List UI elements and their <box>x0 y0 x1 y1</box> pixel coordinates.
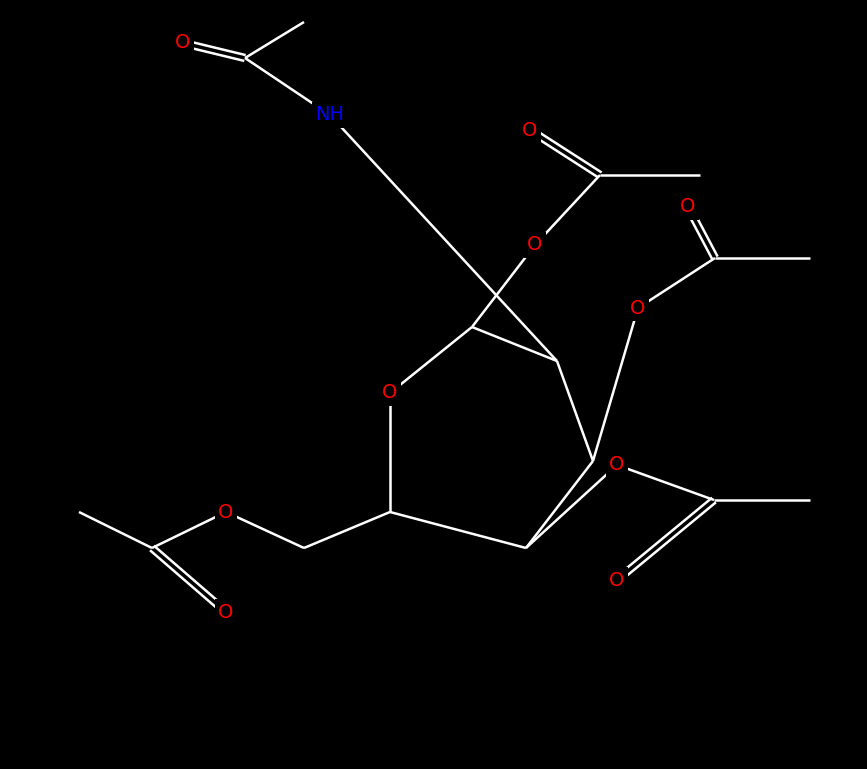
Text: O: O <box>522 121 538 139</box>
Text: O: O <box>610 455 625 474</box>
Text: O: O <box>218 502 234 521</box>
Text: O: O <box>218 602 234 621</box>
Text: O: O <box>630 298 646 318</box>
Text: NH: NH <box>316 105 344 125</box>
Text: O: O <box>527 235 543 255</box>
Text: O: O <box>681 198 695 217</box>
Text: O: O <box>382 384 398 402</box>
Text: O: O <box>610 571 625 590</box>
Text: O: O <box>175 34 191 52</box>
